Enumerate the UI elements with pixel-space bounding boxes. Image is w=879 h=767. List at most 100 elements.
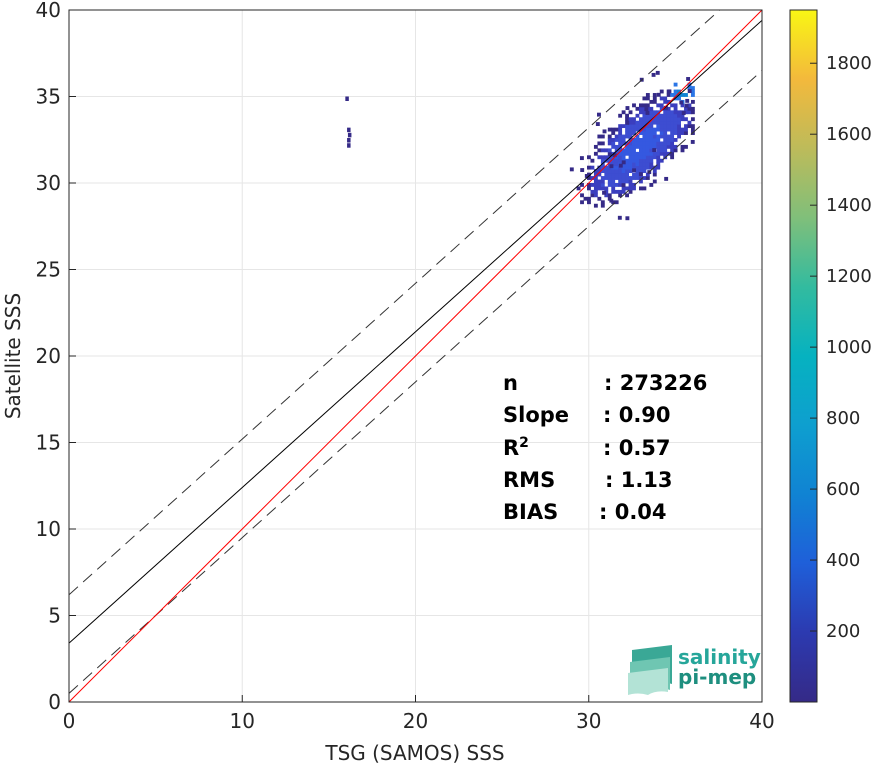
density-cell	[628, 138, 633, 142]
density-cell	[590, 158, 595, 163]
density-cell	[621, 189, 626, 194]
density-cell	[652, 120, 657, 125]
density-cell	[645, 111, 650, 115]
density-cell	[645, 127, 650, 132]
density-cell	[656, 138, 661, 142]
density-cell	[638, 179, 643, 184]
density-cell	[628, 127, 633, 132]
density-cell	[666, 124, 671, 129]
density-cell	[625, 172, 629, 177]
density-cell	[652, 138, 657, 142]
density-cell	[635, 138, 640, 142]
density-cell	[625, 216, 630, 221]
density-cell	[593, 144, 598, 149]
x-axis-label: TSG (SAMOS) SSS	[324, 741, 504, 765]
density-cell	[673, 110, 678, 115]
density-cell	[690, 86, 695, 90]
density-cell	[645, 124, 650, 129]
density-cell	[670, 117, 675, 122]
density-cell	[611, 131, 616, 135]
density-cell	[600, 200, 605, 205]
density-cell	[680, 113, 685, 118]
y-ticks: 0 5 10 15 20 25 30 35 40	[36, 0, 76, 714]
x-ticks: 0 10 20 30 40	[63, 695, 775, 733]
density-cell	[625, 120, 630, 125]
density-cell	[638, 155, 643, 160]
density-cell	[659, 96, 664, 101]
density-cell	[684, 127, 688, 132]
density-cell	[645, 117, 650, 122]
density-cell	[618, 141, 623, 146]
stat-value: : 273226	[604, 371, 707, 395]
density-cell	[649, 165, 654, 170]
y-tick-label: 10	[36, 517, 61, 541]
density-cell	[587, 176, 591, 180]
density-cell	[604, 169, 609, 174]
density-cell	[687, 82, 692, 87]
density-cell	[618, 163, 623, 168]
density-cell	[607, 134, 612, 139]
density-cell	[679, 100, 684, 105]
density-cell	[590, 183, 595, 187]
density-cell	[625, 124, 629, 129]
density-cell	[604, 176, 609, 180]
density-cell	[670, 131, 675, 135]
density-cell	[632, 168, 637, 173]
y-tick-label: 15	[36, 431, 61, 455]
density-cell	[684, 131, 688, 135]
density-cell	[604, 148, 609, 153]
density-cell	[659, 113, 664, 118]
density-cell	[587, 165, 591, 170]
density-cell	[597, 186, 602, 191]
density-cell	[614, 189, 619, 194]
density-cell	[666, 93, 671, 97]
density-cell	[656, 110, 661, 115]
colorbar-tick-label: 1200	[826, 266, 872, 287]
density-cell	[663, 151, 668, 156]
density-cell	[635, 169, 640, 174]
density-cell	[645, 113, 650, 118]
density-cell	[656, 141, 661, 146]
density-cell	[687, 106, 692, 111]
density-cell	[597, 134, 602, 139]
density-cell	[632, 120, 636, 125]
density-cell	[593, 179, 598, 184]
density-cell	[690, 124, 695, 129]
density-cell	[652, 127, 657, 132]
density-cell	[673, 93, 678, 97]
density-cell	[666, 120, 671, 125]
density-cell	[628, 141, 633, 146]
density-cell	[597, 155, 602, 160]
density-cell	[684, 124, 688, 129]
density-cell	[652, 134, 657, 139]
density-cell	[628, 158, 633, 163]
density-cell	[621, 141, 626, 146]
density-cell	[690, 117, 695, 122]
density-cell	[632, 155, 636, 160]
stat-label: RMS	[503, 468, 555, 492]
density-cell	[628, 155, 633, 160]
density-cell	[670, 151, 675, 156]
density-cell	[614, 158, 619, 163]
density-cell	[597, 141, 602, 146]
density-cell	[666, 134, 671, 139]
density-cell	[649, 120, 654, 125]
density-cell	[663, 127, 668, 132]
density-cell	[625, 148, 629, 153]
density-cell	[690, 139, 695, 144]
density-cell	[600, 155, 605, 160]
density-cell	[645, 134, 650, 139]
density-cell	[663, 117, 668, 122]
density-cell	[635, 162, 640, 167]
density-cell	[649, 151, 654, 156]
density-cell	[614, 169, 619, 174]
density-cell	[618, 131, 623, 135]
density-cell	[685, 98, 690, 103]
density-cell	[642, 117, 647, 122]
density-cell	[642, 138, 647, 142]
density-cell	[677, 110, 681, 115]
density-cell	[663, 113, 668, 118]
density-cell	[673, 120, 678, 125]
density-cell	[600, 169, 605, 174]
